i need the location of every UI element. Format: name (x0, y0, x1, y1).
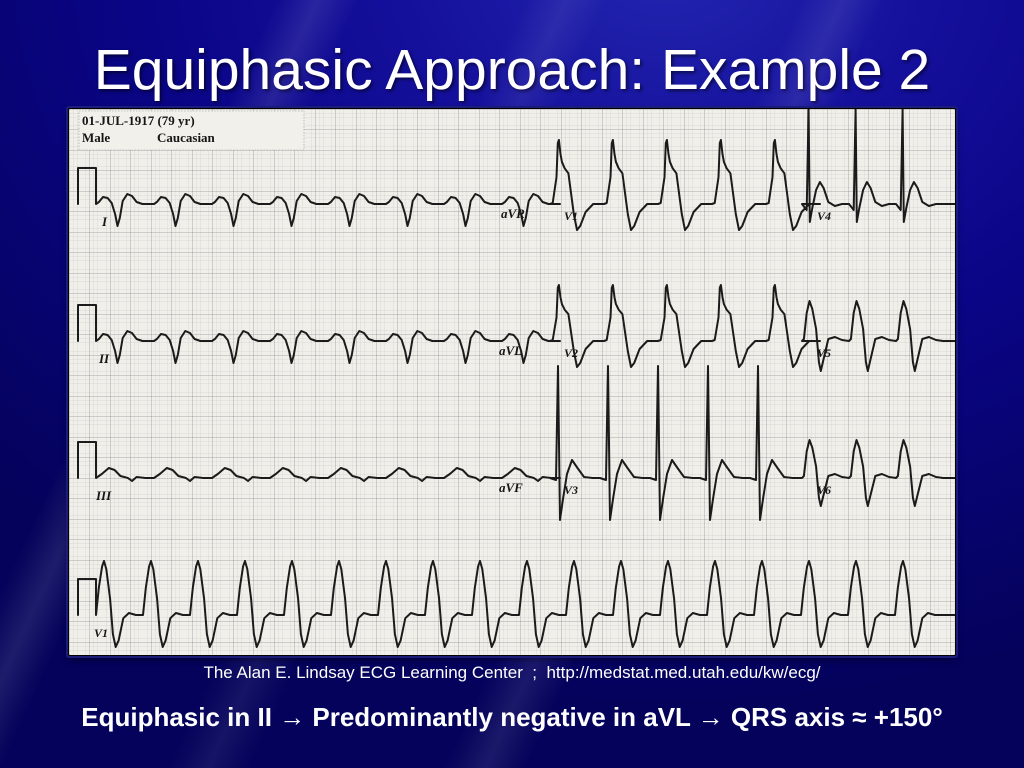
svg-text:III: III (95, 488, 112, 503)
svg-text:01-JUL-1917 (79 yr): 01-JUL-1917 (79 yr) (82, 113, 195, 128)
svg-text:Male: Male (82, 130, 110, 145)
svg-text:aVL: aVL (499, 343, 522, 358)
svg-text:V1: V1 (564, 209, 578, 223)
svg-text:II: II (98, 351, 110, 366)
svg-text:V6: V6 (817, 483, 831, 497)
svg-text:aVR: aVR (501, 206, 525, 221)
svg-text:V5: V5 (817, 346, 831, 360)
svg-text:Caucasian: Caucasian (157, 130, 216, 145)
svg-text:V3: V3 (564, 483, 578, 497)
svg-text:V4: V4 (817, 209, 831, 223)
svg-text:aVF: aVF (499, 480, 523, 495)
svg-text:V1: V1 (94, 626, 108, 640)
svg-text:I: I (101, 214, 108, 229)
svg-text:V2: V2 (564, 346, 578, 360)
